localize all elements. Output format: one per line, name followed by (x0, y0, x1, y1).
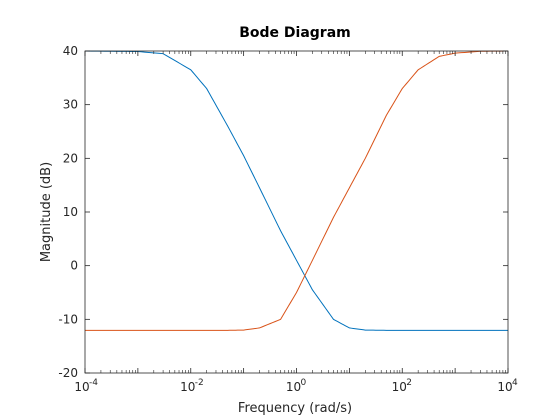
y-tick-label: 10 (63, 205, 78, 219)
series-line-1 (84, 50, 508, 331)
y-tick-label: -20 (58, 366, 78, 380)
x-axis-label: Frequency (rad/s) (238, 401, 352, 416)
y-axis-label: Magnitude (dB) (39, 162, 54, 262)
y-tick-label: 20 (63, 151, 78, 165)
x-tick-base: 10 (286, 380, 301, 394)
y-tick-label: 40 (63, 44, 78, 58)
y-tick-labels: 40 30 20 10 0 -10 -20 (58, 44, 78, 380)
series-line-2 (85, 50, 509, 331)
plot-frame (84, 50, 509, 374)
x-tick-exponent: -4 (89, 378, 98, 388)
x-tick-label: 10 0 (286, 378, 307, 394)
y-tick-label: -10 (58, 312, 78, 326)
x-tick-base: 10 (497, 380, 512, 394)
x-tick-label: 10 -4 (74, 378, 98, 394)
series-layer (84, 50, 509, 331)
x-tick-base: 10 (74, 380, 89, 394)
axes-frame (84, 50, 509, 374)
tick-marks (84, 50, 509, 374)
x-tick-labels: 10 -4 10 -2 10 0 10 2 10 4 (74, 378, 518, 394)
x-tick-exponent: 2 (406, 378, 412, 388)
y-tick-label: 30 (63, 98, 78, 112)
x-tick-exponent: -2 (195, 378, 204, 388)
x-tick-base: 10 (392, 380, 407, 394)
x-tick-label: 10 -2 (180, 378, 204, 394)
x-tick-exponent: 4 (512, 378, 518, 388)
x-tick-label: 10 2 (392, 378, 412, 394)
chart-title: Bode Diagram (239, 25, 351, 41)
x-tick-label: 10 4 (497, 378, 518, 394)
y-tick-label: 0 (70, 259, 78, 273)
x-tick-exponent: 0 (301, 378, 307, 388)
x-tick-base: 10 (180, 380, 195, 394)
